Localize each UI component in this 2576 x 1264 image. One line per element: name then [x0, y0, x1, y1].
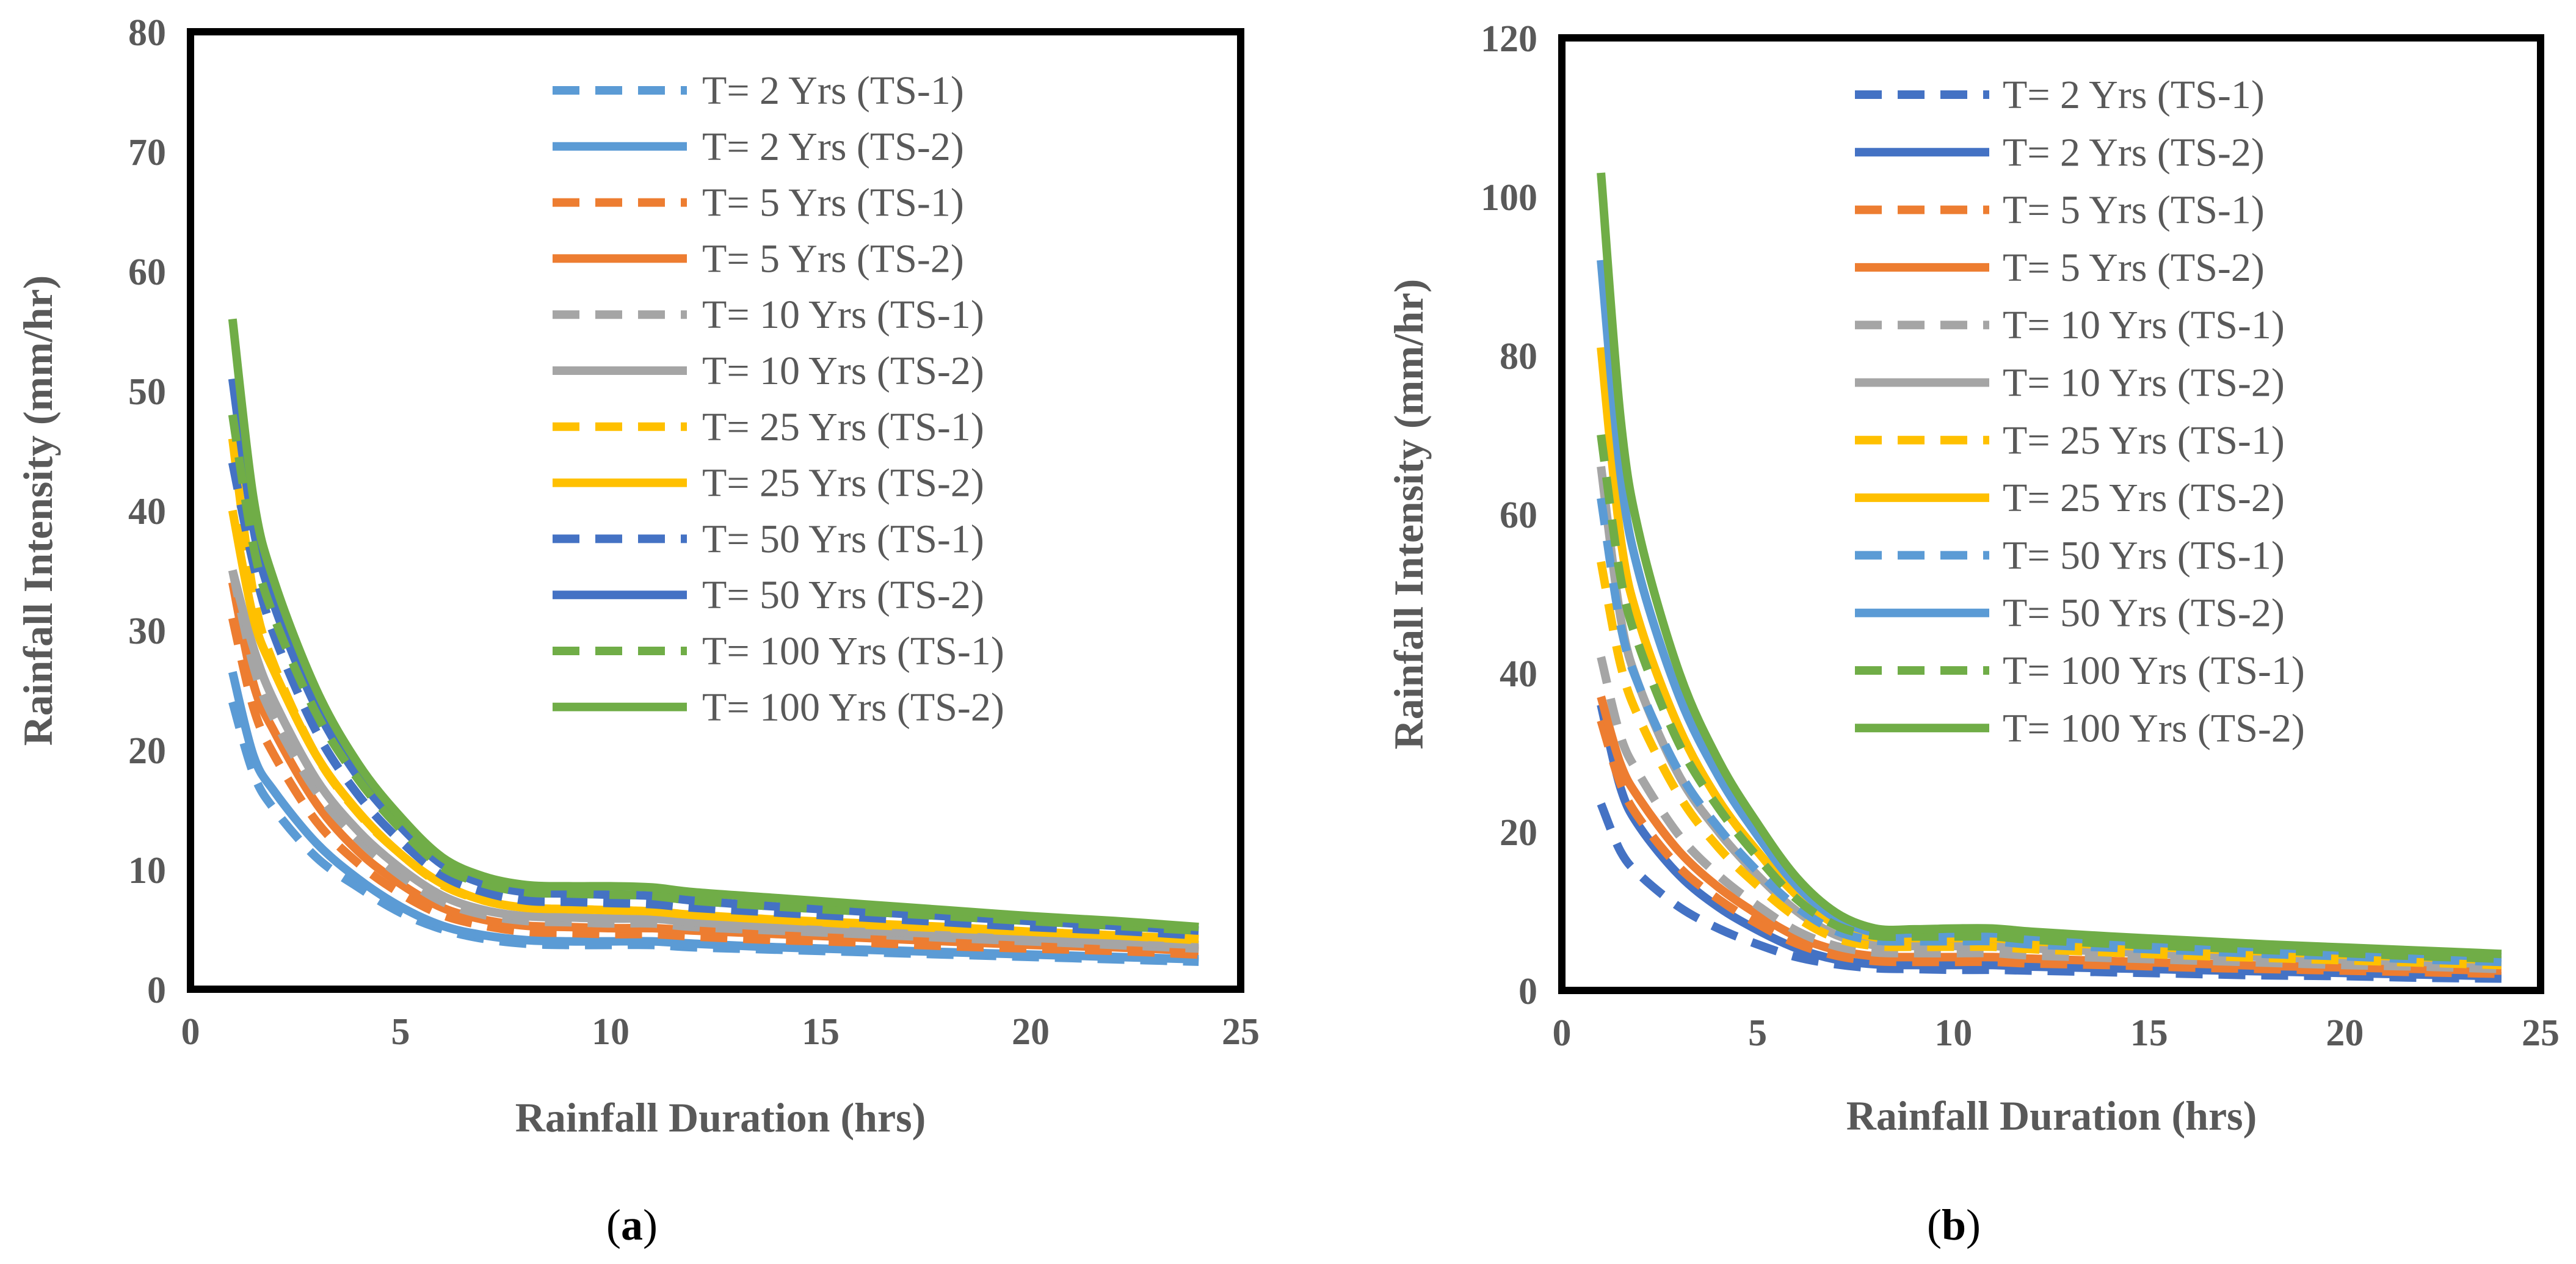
panel-a-x-axis-title: Rainfall Duration (hrs)	[515, 1094, 926, 1141]
panel-b-y-tick-40: 40	[1500, 653, 1537, 695]
panel-a-y-tick-70: 70	[128, 132, 166, 173]
panel-a-legend-label-3: T= 5 Yrs (TS-1)	[702, 181, 964, 225]
panel-a-series-line-11	[228, 414, 1199, 935]
panel-b-chart: 0 20 40 60 80 100 120 0 5 10 15 20 25 T= 2 Yrs (TS-…	[1385, 18, 2560, 1249]
panel-a-y-tick-80: 80	[128, 12, 166, 54]
panel-b-legend-label-6: T= 10 Yrs (TS-2)	[2003, 361, 2285, 405]
panel-b-series-line-12	[1597, 172, 2502, 959]
panel-a-y-tick-0: 0	[147, 970, 166, 1011]
panel-b-y-axis-title: Rainfall Intensity (mm/hr)	[1385, 279, 1432, 750]
panel-a-series-lines	[228, 318, 1199, 966]
panel-b-series-line-3	[1597, 719, 2502, 978]
panel-a-legend-label-4: T= 5 Yrs (TS-2)	[702, 236, 964, 281]
panel-b-x-tick-25: 25	[2522, 1012, 2560, 1054]
panel-b-series-line-11	[1597, 434, 2502, 963]
panel-b-legend-label-9: T= 50 Yrs (TS-1)	[2003, 533, 2285, 578]
panel-b-legend-label-11: T= 100 Yrs (TS-1)	[2003, 648, 2305, 693]
panel-b-legend-label-8: T= 25 Yrs (TS-2)	[2003, 476, 2285, 520]
panel-a-x-ticks: 0 5 10 15 20 25	[181, 1011, 1260, 1053]
panel-b-label: (b)	[1927, 1200, 1981, 1249]
panel-a-series-line-4	[228, 581, 1199, 956]
panel-b-legend-label-3: T= 5 Yrs (TS-1)	[2003, 188, 2265, 233]
panel-b-legend-label-10: T= 50 Yrs (TS-2)	[2003, 591, 2285, 636]
panel-b-y-tick-20: 20	[1500, 812, 1537, 854]
panel-b-legend-label-5: T= 10 Yrs (TS-1)	[2003, 303, 2285, 347]
panel-b-series-lines	[1597, 172, 2502, 983]
panel-b-x-ticks: 0 5 10 15 20 25	[1553, 1012, 2560, 1054]
panel-b-legend-label-7: T= 25 Yrs (TS-1)	[2003, 418, 2285, 463]
panel-a-x-tick-15: 15	[802, 1011, 840, 1053]
panel-a-legend-label-11: T= 100 Yrs (TS-1)	[702, 629, 1004, 674]
panel-b-x-tick-10: 10	[1934, 1012, 1972, 1054]
panel-b-x-tick-20: 20	[2326, 1012, 2364, 1054]
panel-a-chart: 0 10 20 30 40 50 60 70 80 0 5 10 15 20 25 T= 2 Yrs (T…	[15, 12, 1260, 1249]
panel-b-y-tick-100: 100	[1481, 177, 1537, 219]
panel-a-y-axis-title: Rainfall Intensity (mm/hr)	[15, 275, 61, 746]
panel-a-legend-label-6: T= 10 Yrs (TS-2)	[702, 349, 984, 393]
panel-a-y-tick-30: 30	[128, 611, 166, 652]
panel-b-y-ticks: 0 20 40 60 80 100 120	[1481, 18, 1537, 1012]
panel-b-y-tick-80: 80	[1500, 336, 1537, 377]
panel-a-y-tick-60: 60	[128, 252, 166, 293]
panel-a-legend-label-2: T= 2 Yrs (TS-2)	[702, 125, 964, 169]
panel-b-x-tick-15: 15	[2130, 1012, 2168, 1054]
panel-b-x-tick-0: 0	[1553, 1012, 1572, 1054]
panel-b-legend-label-12: T= 100 Yrs (TS-2)	[2003, 706, 2305, 750]
panel-a-legend-label-10: T= 50 Yrs (TS-2)	[702, 573, 984, 617]
panel-a-series-line-9	[228, 462, 1199, 940]
panel-b-y-tick-60: 60	[1500, 495, 1537, 536]
panel-a-label-letter: a	[621, 1200, 643, 1249]
panel-b-x-axis-title: Rainfall Duration (hrs)	[1846, 1092, 2257, 1139]
panel-a-legend: T= 2 Yrs (TS-1) T= 2 Yrs (TS-2) T= 5 Yrs (…	[553, 68, 1004, 730]
panel-a-plot-frame	[187, 28, 1244, 993]
panel-a-y-tick-50: 50	[128, 371, 166, 413]
panel-b-legend-label-4: T= 5 Yrs (TS-2)	[2003, 245, 2265, 290]
panel-b-y-tick-120: 120	[1481, 18, 1537, 60]
panel-b-legend-label-1: T= 2 Yrs (TS-1)	[2003, 73, 2265, 117]
panel-b-label-letter: b	[1942, 1200, 1966, 1249]
panel-a-legend-label-7: T= 25 Yrs (TS-1)	[702, 405, 984, 449]
panel-a-x-tick-20: 20	[1012, 1011, 1050, 1053]
panel-b-legend-label-2: T= 2 Yrs (TS-2)	[2003, 130, 2265, 175]
panel-b-y-tick-0: 0	[1518, 971, 1537, 1012]
panel-a-y-tick-20: 20	[128, 730, 166, 772]
panel-b-series-line-9	[1597, 497, 2502, 967]
panel-a-series-line-3	[228, 617, 1199, 959]
panel-a-y-tick-40: 40	[128, 491, 166, 532]
panel-a-x-tick-0: 0	[181, 1011, 200, 1053]
panel-b-series-line-1	[1597, 802, 2502, 983]
panel-a-y-tick-10: 10	[128, 850, 166, 892]
panel-a-legend-label-12: T= 100 Yrs (TS-2)	[702, 685, 1004, 730]
panel-a-legend-label-5: T= 10 Yrs (TS-1)	[702, 292, 984, 337]
panel-b-series-line-5	[1597, 656, 2502, 973]
panel-b-x-tick-5: 5	[1748, 1012, 1767, 1054]
panel-a-series-line-6	[228, 569, 1199, 950]
panel-a-legend-label-9: T= 50 Yrs (TS-1)	[702, 517, 984, 561]
panel-a-x-tick-10: 10	[592, 1011, 629, 1053]
panel-a-legend-label-1: T= 2 Yrs (TS-1)	[702, 68, 964, 113]
panel-a-legend-label-8: T= 25 Yrs (TS-2)	[702, 461, 984, 506]
panel-a-series-line-5	[228, 569, 1199, 953]
panel-a-series-line-12	[228, 318, 1199, 932]
panel-a-label: (a)	[606, 1200, 658, 1249]
panel-a-y-ticks: 0 10 20 30 40 50 60 70 80	[128, 12, 166, 1011]
panel-b-legend: T= 2 Yrs (TS-1) T= 2 Yrs (TS-2) T= 5 Yrs (…	[1855, 73, 2305, 750]
panel-a-x-tick-25: 25	[1222, 1011, 1260, 1053]
panel-a-x-tick-5: 5	[391, 1011, 410, 1053]
panel-a-series-line-2	[228, 670, 1199, 964]
panel-a-series-line-8	[228, 509, 1199, 943]
